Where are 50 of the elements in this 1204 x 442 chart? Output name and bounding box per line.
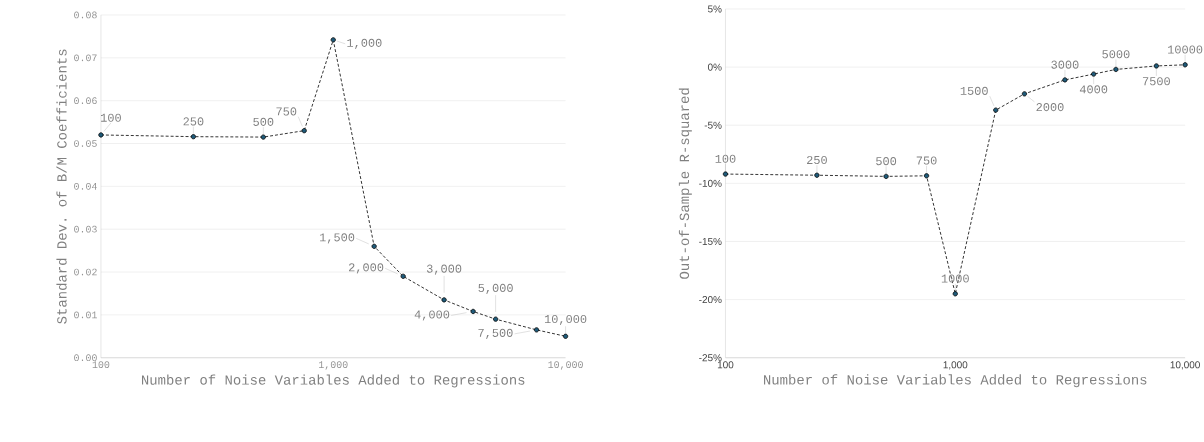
x-axis-title: Number of Noise Variables Added to Regressions [142,374,525,388]
y-tick-label: -5% [704,121,722,129]
y-tick-label: 0.06 [74,97,97,105]
annotation: 10000 [1168,45,1203,54]
y-axis-title: Standard Dev. of B/M Coefficients [56,49,67,324]
annotation: 1,500 [319,233,355,244]
annotation: 1000 [941,274,969,283]
annotation: 1,000 [347,38,382,50]
annotation: 750 [916,156,937,165]
annotation: 1500 [960,86,988,96]
y-tick-label: -15% [699,238,722,246]
y-tick-label: 0.04 [74,183,97,190]
annotation: 4,000 [414,310,450,321]
x-tick-label: 1,000 [319,361,348,370]
x-axis-title: Number of Noise Variables Added to Regressions [764,374,1147,388]
y-tick-label: 0.02 [74,268,97,276]
annotation: 5000 [1102,50,1130,59]
annotation: 7,500 [478,328,513,340]
y-axis-title: Out-of-Sample R-squared [678,88,692,280]
y-tick-label: 5% [707,5,722,13]
annotation: 3,000 [426,264,462,275]
x-tick-label: 1,000 [943,361,968,370]
annotation: 5,000 [478,284,513,295]
x-tick-label: 10,000 [548,361,583,370]
y-tick-label: -10% [699,180,722,188]
annotation: 500 [876,157,897,166]
annotation: 2000 [1036,103,1064,112]
annotation: 250 [807,156,827,165]
annotation: 7500 [1142,77,1170,86]
y-tick-label: 0.07 [74,54,97,62]
annotation: 100 [715,154,736,164]
annotation: 750 [276,107,297,116]
y-tick-label: 0.01 [74,311,97,319]
x-tick-label: 100 [717,361,734,369]
annotation: 10,000 [544,315,587,326]
annotation: 2,000 [348,263,384,274]
annotation: 4000 [1079,85,1108,94]
y-tick-label: -20% [699,296,722,304]
annotation: 100 [101,113,121,122]
x-tick-label: 10,000 [1170,361,1200,370]
y-tick-label: 0.00 [74,354,97,362]
y-tick-label: 0.08 [74,11,97,19]
y-tick-label: 0% [707,63,722,71]
x-tick-label: 100 [92,361,110,369]
y-tick-label: 0.03 [74,225,97,233]
annotation: 500 [253,117,274,127]
y-tick-label: -25% [699,354,722,362]
annotation: 250 [183,117,204,126]
annotation: 3000 [1051,60,1079,69]
y-tick-label: 0.05 [74,140,97,148]
